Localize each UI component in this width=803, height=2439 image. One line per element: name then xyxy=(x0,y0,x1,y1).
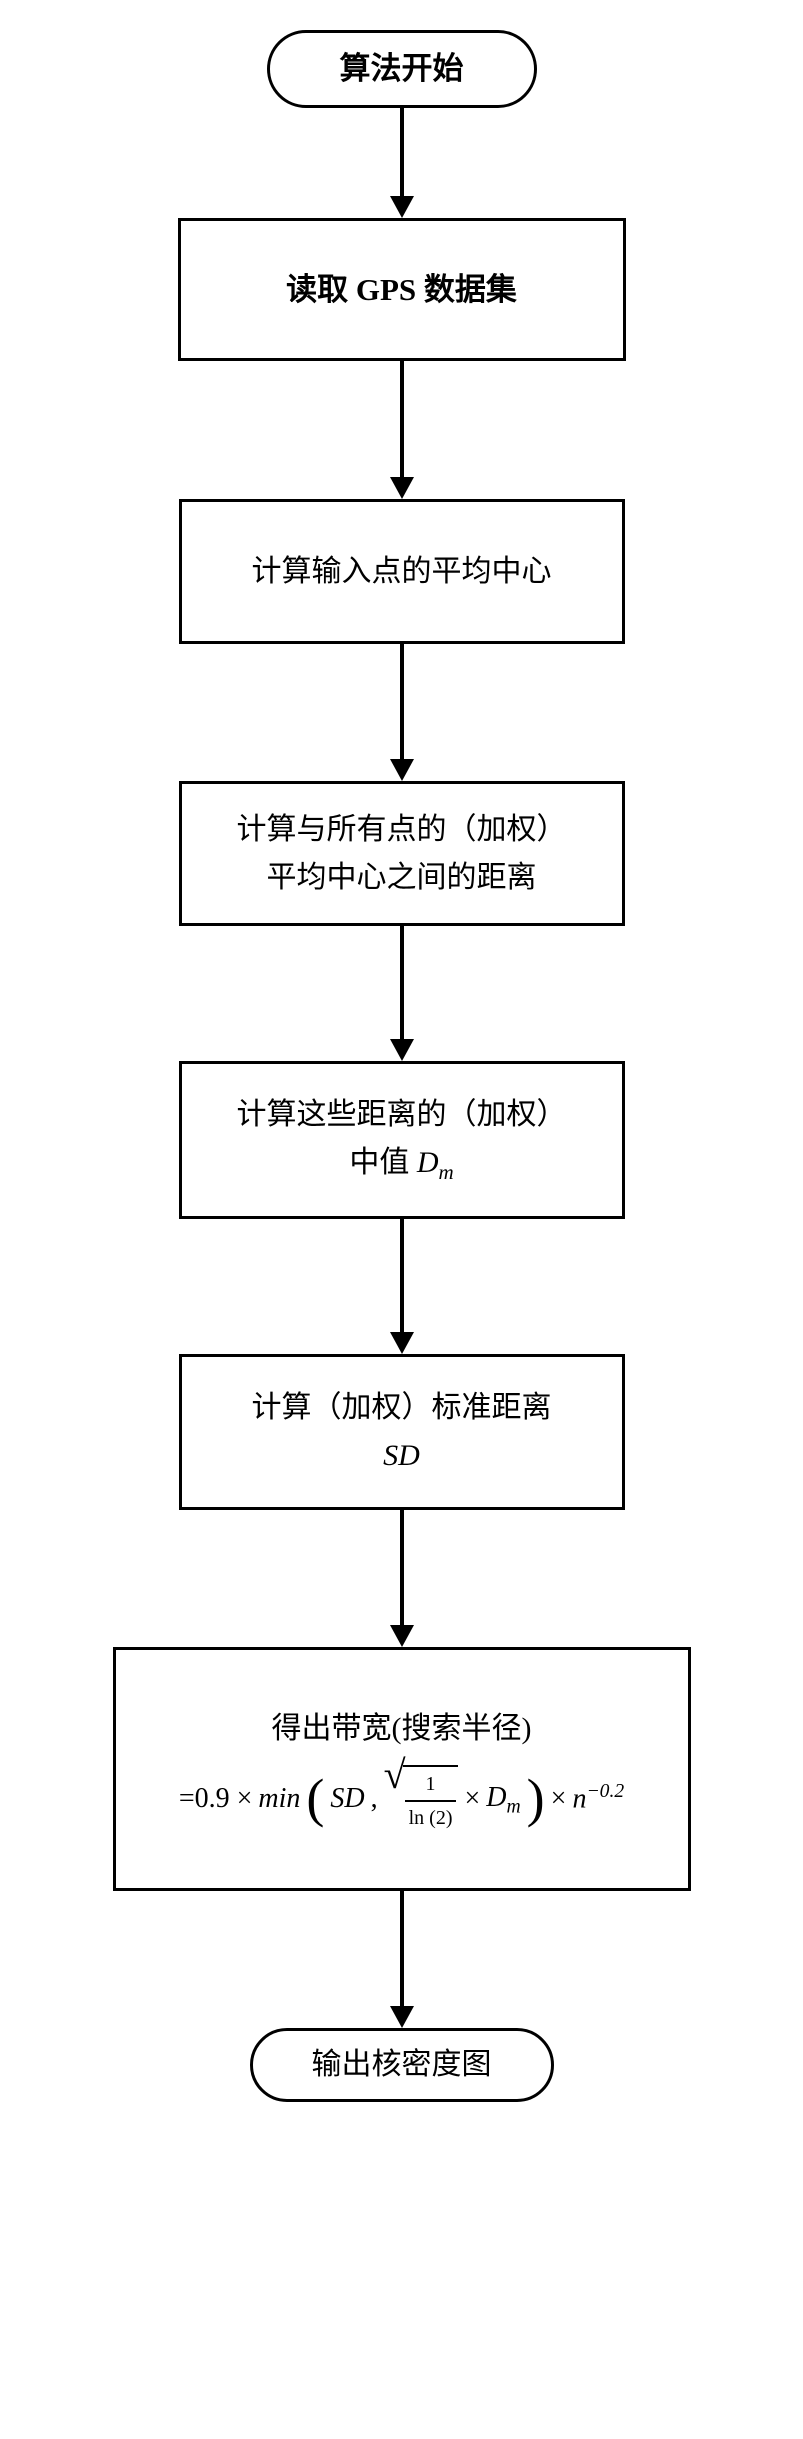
node-sd-line1: 计算（加权）标准距离 xyxy=(252,1384,552,1432)
formula-n-exp: −0.2 xyxy=(586,1781,624,1802)
var-dm-d: D xyxy=(417,1146,439,1179)
frac-den: ln (2) xyxy=(405,1800,457,1834)
node-median-line2: 中值 Dm xyxy=(349,1139,453,1190)
flowchart-root: 算法开始 读取 GPS 数据集 计算输入点的平均中心 计算与所有点的（加权） 平… xyxy=(113,30,691,2102)
formula-n: n−0.2 xyxy=(572,1776,624,1822)
node-dist-line2: 平均中心之间的距离 xyxy=(267,854,537,902)
arrow-shaft xyxy=(400,1510,404,1625)
arrow-5 xyxy=(390,1219,414,1354)
node-mean-center: 计算输入点的平均中心 xyxy=(179,499,625,644)
node-median-line1: 计算这些距离的（加权） xyxy=(237,1091,567,1139)
formula-n-var: n xyxy=(572,1783,586,1814)
formula-frac: 1 ln (2) xyxy=(405,1768,457,1834)
node-standard-distance: 计算（加权）标准距离 SD xyxy=(179,1354,625,1510)
arrow-head xyxy=(390,759,414,781)
formula-times1: × xyxy=(464,1777,480,1822)
node-weighted-distance: 计算与所有点的（加权） 平均中心之间的距离 xyxy=(179,781,625,926)
formula-lparen: ( xyxy=(306,1777,324,1820)
arrow-6 xyxy=(390,1510,414,1647)
arrow-shaft xyxy=(400,926,404,1039)
frac-num: 1 xyxy=(422,1768,440,1800)
var-dm: Dm xyxy=(417,1146,454,1179)
sqrt-body: 1 ln (2) xyxy=(403,1765,459,1834)
var-dm-sub: m xyxy=(439,1160,454,1184)
arrow-head xyxy=(390,1039,414,1061)
node-bw-line1: 得出带宽(搜索半径) xyxy=(272,1705,532,1753)
formula-rparen: ) xyxy=(527,1777,545,1820)
frac-den-fn: ln xyxy=(409,1807,425,1829)
node-mean-center-label: 计算输入点的平均中心 xyxy=(252,548,552,596)
formula-dm: Dm xyxy=(486,1776,520,1823)
arrow-shaft xyxy=(400,108,404,196)
arrow-4 xyxy=(390,926,414,1061)
node-start-label: 算法开始 xyxy=(340,44,464,94)
arrow-head xyxy=(390,1625,414,1647)
arrow-head xyxy=(390,2006,414,2028)
node-start: 算法开始 xyxy=(267,30,537,108)
node-dist-line1: 计算与所有点的（加权） xyxy=(237,806,567,854)
var-sd: SD xyxy=(383,1432,420,1480)
formula-sd: SD xyxy=(330,1777,364,1822)
arrow-head xyxy=(390,196,414,218)
node-bandwidth-formula: 得出带宽(搜索半径) =0.9 × min ( SD , √ 1 ln (2) … xyxy=(113,1647,691,1891)
arrow-shaft xyxy=(400,1891,404,2006)
node-median-dm: 计算这些距离的（加权） 中值 Dm xyxy=(179,1061,625,1219)
formula-sqrt: √ 1 ln (2) xyxy=(384,1765,459,1834)
arrow-7 xyxy=(390,1891,414,2028)
formula-dm-d: D xyxy=(486,1782,506,1813)
arrow-shaft xyxy=(400,1219,404,1332)
node-output: 输出核密度图 xyxy=(250,2028,554,2102)
formula-lead: =0.9 × xyxy=(179,1777,253,1822)
formula-times2: × xyxy=(551,1777,567,1822)
node-read-gps: 读取 GPS 数据集 xyxy=(178,218,626,361)
arrow-1 xyxy=(390,108,414,218)
arrow-3 xyxy=(390,644,414,781)
arrow-shaft xyxy=(400,361,404,477)
node-median-prefix: 中值 xyxy=(349,1146,417,1179)
node-output-label: 输出核密度图 xyxy=(312,2041,492,2089)
formula-min: min xyxy=(258,1777,300,1822)
formula-comma: , xyxy=(371,1777,378,1822)
arrow-2 xyxy=(390,361,414,499)
node-read-gps-label: 读取 GPS 数据集 xyxy=(286,265,517,315)
arrow-head xyxy=(390,1332,414,1354)
bandwidth-formula: =0.9 × min ( SD , √ 1 ln (2) × Dm ) × n−… xyxy=(179,1765,624,1834)
frac-den-arg: (2) xyxy=(429,1807,452,1829)
formula-dm-sub: m xyxy=(507,1796,521,1817)
sqrt-symbol: √ xyxy=(384,1761,406,1789)
arrow-shaft xyxy=(400,644,404,759)
arrow-head xyxy=(390,477,414,499)
